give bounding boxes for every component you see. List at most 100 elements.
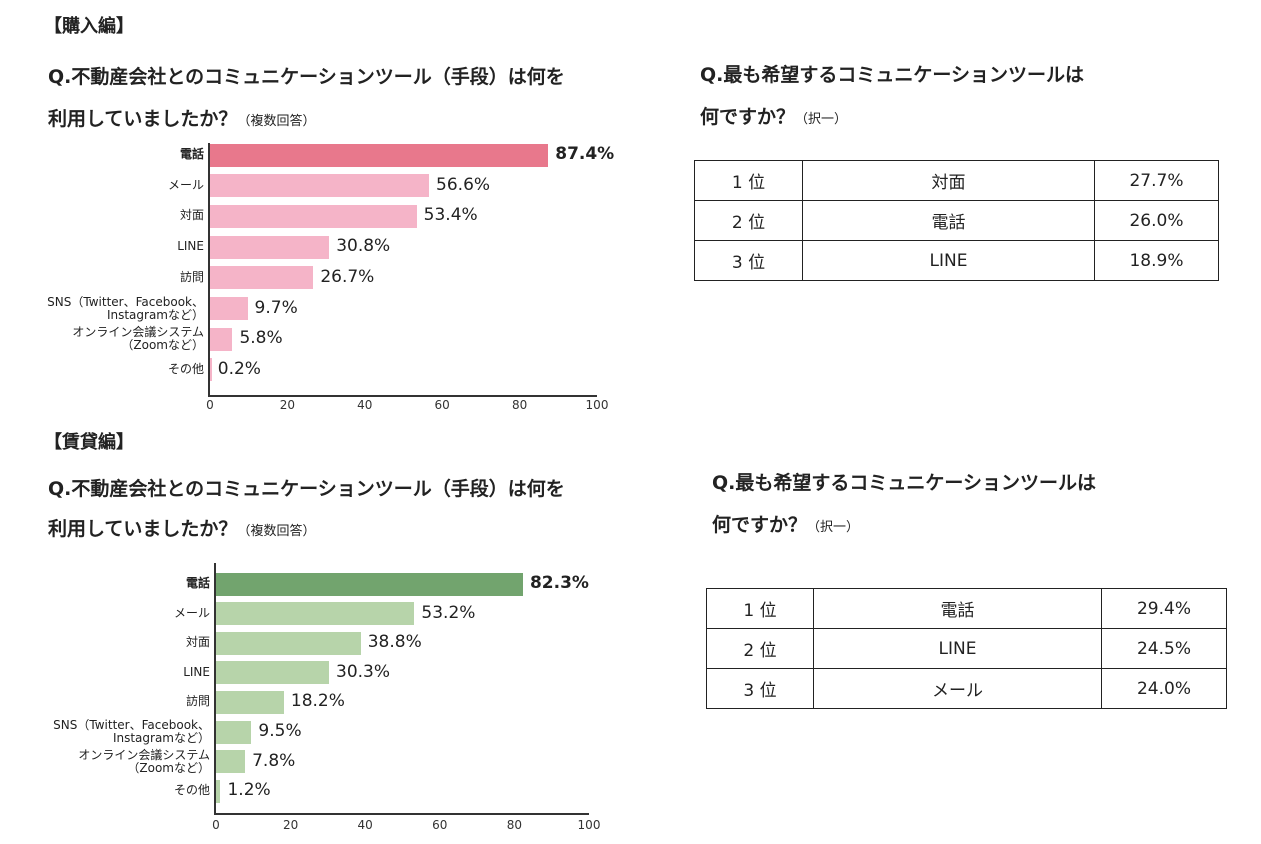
value-cell: 29.4%	[1101, 588, 1227, 629]
value-cell: 18.9%	[1094, 240, 1219, 281]
data-label: 26.7%	[320, 266, 375, 287]
x-tick-label: 20	[279, 398, 296, 412]
bar	[210, 174, 430, 198]
bar	[210, 204, 417, 228]
x-tick-label: 80	[506, 818, 523, 832]
tool-cell: LINE	[813, 628, 1102, 669]
data-label: 5.8%	[239, 328, 283, 349]
tool-cell: 電話	[802, 200, 1095, 241]
data-label: 1.2%	[227, 780, 271, 801]
bar	[216, 661, 330, 685]
question-rental-line1: Q.不動産会社とのコミュニケーションツール（手段）は何を	[48, 478, 565, 500]
category-label: その他	[167, 361, 204, 376]
question-note: （複数回答）	[237, 114, 316, 129]
bar	[216, 572, 523, 596]
category-label: SNS（Twitter、Facebook、 Instagramなど）	[53, 718, 210, 745]
question-text: 何ですか？	[700, 106, 796, 128]
category-label: 訪問	[185, 694, 210, 709]
table-row: 2 位電話 26.0%	[694, 200, 1219, 241]
ranking-table-rental: 1 位電話 29.4% 2 位 LINE 24.5% 3 位メール 24.0%	[706, 588, 1227, 709]
table-row: 3 位メール 24.0%	[706, 668, 1227, 709]
x-tick-label: 40	[357, 398, 373, 412]
tool-cell: LINE	[802, 240, 1095, 281]
x-tick-label: 60	[432, 818, 448, 832]
x-tick-label: 60	[434, 398, 450, 412]
x-tick-label: 20	[282, 818, 299, 832]
question-note: （複数回答）	[237, 524, 316, 539]
category-label: LINE	[183, 664, 210, 679]
value-cell: 24.0%	[1101, 668, 1227, 709]
ranking-question-rental-line2: 何ですか？（択一）	[712, 510, 859, 537]
category-label: 電話	[179, 147, 204, 161]
bar	[210, 297, 248, 320]
category-label: 対面	[185, 635, 210, 650]
bar	[216, 779, 221, 803]
question-purchase-line2: 利用していましたか？（複数回答）	[48, 104, 315, 131]
data-label: 56.6%	[436, 174, 491, 195]
table-row: 2 位 LINE 24.5%	[706, 628, 1227, 669]
category-label: 訪問	[179, 269, 204, 284]
tool-cell: 対面	[802, 160, 1095, 201]
category-label: 対面	[179, 208, 204, 223]
category-label: LINE	[177, 239, 204, 254]
data-label: 38.8%	[367, 632, 422, 653]
value-cell: 27.7%	[1094, 160, 1219, 201]
x-tick-label: 100	[585, 398, 609, 412]
data-label: 87.4%	[555, 144, 615, 164]
data-label: 18.2%	[290, 691, 345, 712]
x-axis-line	[208, 395, 597, 397]
x-tick-label: 100	[577, 818, 601, 832]
data-label: 9.7%	[254, 297, 298, 318]
ranking-question-purchase-line1: Q.最も希望するコミュニケーションツールは	[700, 64, 1084, 86]
section-heading-rental: 【賃貸編】	[44, 432, 134, 453]
bar	[210, 358, 212, 382]
y-axis-line	[214, 563, 216, 813]
rank-cell: 2 位	[694, 200, 803, 241]
rank-cell: 2 位	[706, 628, 814, 669]
table-row: 1 位対面 27.7%	[694, 160, 1219, 201]
tool-cell: 電話	[813, 588, 1102, 629]
bar	[210, 235, 330, 259]
data-label: 0.2%	[217, 358, 261, 379]
x-tick-label: 0	[206, 398, 214, 412]
bar	[216, 631, 361, 655]
category-label: SNS（Twitter、Facebook、 Instagramなど）	[47, 294, 204, 322]
category-label: メール	[173, 605, 210, 620]
x-tick-label: 40	[357, 818, 373, 832]
question-note: （択一）	[795, 112, 848, 127]
data-label: 53.4%	[423, 205, 478, 226]
category-label: 電話	[185, 576, 210, 590]
category-label: オンライン会議システム （Zoomなど）	[78, 747, 210, 775]
table-row: 3 位 LINE 18.9%	[694, 240, 1219, 281]
rank-cell: 3 位	[706, 668, 814, 709]
value-cell: 26.0%	[1094, 200, 1219, 241]
question-purchase-line1: Q.不動産会社とのコミュニケーションツール（手段）は何を	[48, 66, 565, 88]
ranking-table-purchase: 1 位対面 27.7% 2 位電話 26.0% 3 位 LINE 18.9%	[694, 160, 1219, 281]
table-row: 1 位電話 29.4%	[706, 588, 1227, 629]
bar	[210, 143, 549, 167]
x-tick-label: 80	[511, 398, 528, 412]
ranking-question-rental-line1: Q.最も希望するコミュニケーションツールは	[712, 472, 1096, 494]
rank-cell: 3 位	[694, 240, 803, 281]
ranking-question-purchase-line2: 何ですか？（択一）	[700, 102, 847, 129]
data-label: 9.5%	[258, 721, 302, 741]
bar	[210, 327, 233, 351]
question-note: （択一）	[807, 520, 860, 535]
category-label: オンライン会議システム （Zoomなど）	[72, 325, 204, 353]
bar	[210, 266, 314, 290]
data-label: 30.3%	[336, 661, 391, 682]
value-cell: 24.5%	[1101, 628, 1227, 669]
bar	[216, 690, 284, 714]
bar	[216, 750, 246, 774]
question-text: 利用していましたか？	[48, 518, 238, 540]
category-label: メール	[167, 177, 204, 192]
data-label: 30.8%	[336, 236, 391, 257]
question-text: 何ですか？	[712, 514, 808, 536]
x-tick-label: 0	[212, 818, 220, 832]
rank-cell: 1 位	[694, 160, 803, 201]
data-label: 53.2%	[421, 602, 476, 623]
category-label: その他	[173, 783, 210, 798]
data-label: 82.3%	[529, 573, 589, 593]
bar	[216, 720, 252, 744]
y-axis-line	[208, 143, 210, 395]
